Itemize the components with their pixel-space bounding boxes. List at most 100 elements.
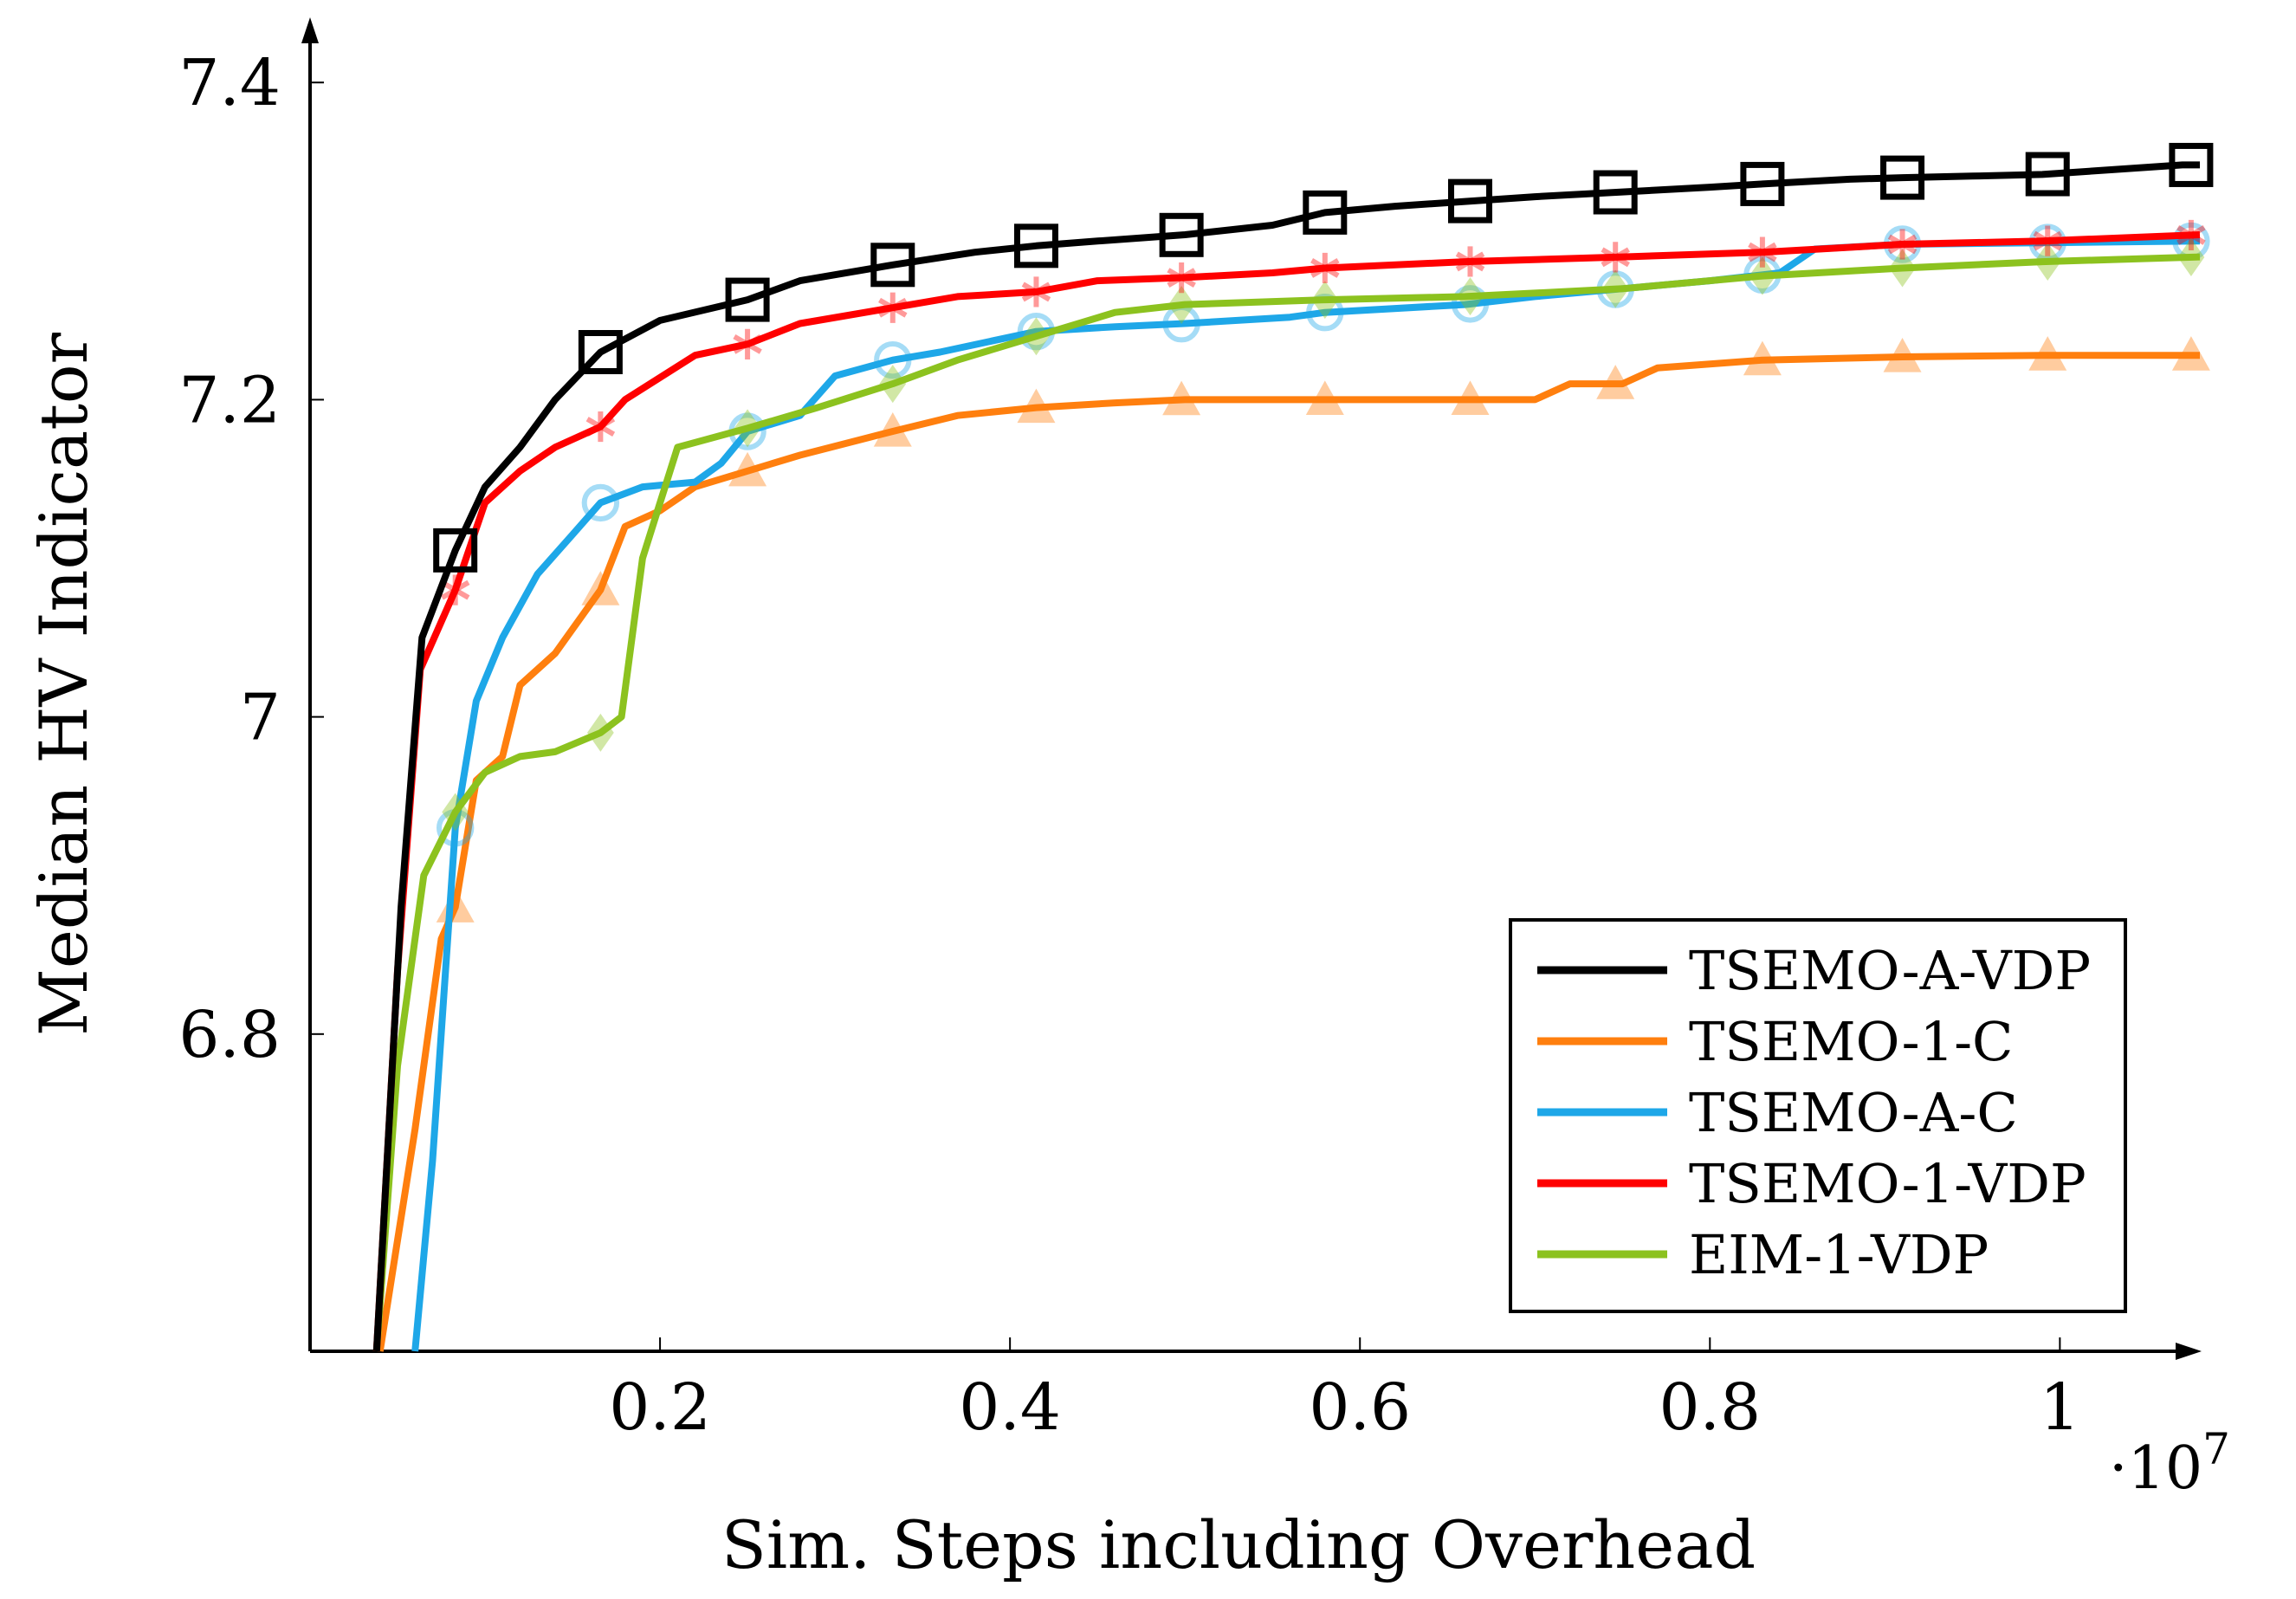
- marker-tsemo-1-vdp-stroke: [1455, 251, 1485, 272]
- marker-tsemo-1-c: [2028, 336, 2067, 371]
- marker-eim-1-vdp: [1457, 277, 1484, 316]
- marker-tsemo-a-vdp: [725, 277, 770, 322]
- legend-label: TSEMO-A-VDP: [1689, 939, 2091, 1002]
- marker-eim-1-vdp: [1167, 286, 1195, 325]
- marker-tsemo-1-vdp: [1310, 252, 1340, 284]
- marker-tsemo-a-vdp: [870, 243, 915, 288]
- marker-tsemo-1-vdp-stroke: [2033, 230, 2062, 251]
- marker-tsemo-a-vdp: [1593, 170, 1638, 215]
- marker-tsemo-a-vdp: [1448, 178, 1493, 223]
- marker-tsemo-1-vdp: [1601, 242, 1630, 273]
- marker-tsemo-a-c: [874, 340, 912, 379]
- marker-tsemo-1-vdp-stroke: [2176, 225, 2206, 245]
- marker-tsemo-1-vdp-stroke: [1455, 251, 1485, 272]
- marker-eim-1-vdp: [734, 409, 761, 448]
- x-exponent-label: ·107: [2109, 1424, 2230, 1503]
- marker-tsemo-a-vdp: [1880, 155, 1925, 200]
- y-axis-arrow: [301, 17, 319, 43]
- marker-eim-1-vdp: [879, 365, 907, 404]
- x-tick-label: 0.2: [609, 1370, 711, 1445]
- marker-eim-1-vdp: [2034, 242, 2061, 281]
- marker-tsemo-1-vdp-stroke: [440, 579, 470, 600]
- y-tick-label: 7: [240, 681, 281, 755]
- marker-tsemo-1-vdp-stroke: [2033, 230, 2062, 251]
- x-tick-label: 0.4: [959, 1370, 1061, 1445]
- series-line-tsemo-1-vdp: [372, 231, 2201, 1352]
- y-tick-label: 6.8: [178, 998, 281, 1072]
- x-axis-arrow: [2176, 1343, 2202, 1360]
- marker-tsemo-1-c: [1596, 365, 1635, 399]
- marker-tsemo-1-vdp-stroke: [1021, 282, 1051, 302]
- marker-tsemo-1-vdp-stroke: [1601, 247, 1630, 268]
- legend-label: EIM-1-VDP: [1689, 1223, 1989, 1286]
- marker-tsemo-1-c: [581, 571, 620, 605]
- marker-tsemo-a-vdp: [1013, 223, 1058, 269]
- marker-tsemo-a-c: [1451, 285, 1490, 323]
- x-tick-label: 1: [2040, 1370, 2080, 1445]
- series-line-tsemo-1-c: [376, 352, 2200, 1352]
- marker-tsemo-1-vdp: [1455, 246, 1485, 277]
- marker-eim-1-vdp: [1311, 281, 1339, 320]
- legend-label: TSEMO-1-C: [1689, 1010, 2013, 1073]
- legend: TSEMO-A-VDP TSEMO-1-C TSEMO-A-C TSEMO-1-VDP…: [1509, 918, 2127, 1313]
- marker-tsemo-a-vdp: [1303, 190, 1348, 235]
- marker-tsemo-1-vdp-stroke: [1748, 242, 1777, 262]
- marker-tsemo-1-c: [1162, 380, 1201, 416]
- marker-eim-1-vdp: [586, 713, 614, 752]
- marker-tsemo-1-vdp-stroke: [878, 297, 908, 318]
- marker-tsemo-1-c: [436, 888, 475, 922]
- marker-tsemo-1-vdp-stroke: [1167, 268, 1196, 288]
- marker-tsemo-a-c: [581, 483, 620, 522]
- marker-tsemo-1-vdp: [1021, 276, 1051, 308]
- marker-eim-1-vdp: [1889, 249, 1916, 288]
- marker-eim-1-vdp: [1023, 317, 1050, 356]
- marker-tsemo-1-vdp: [585, 411, 616, 443]
- marker-tsemo-1-vdp-stroke: [733, 333, 762, 354]
- marker-tsemo-1-vdp-stroke: [1310, 258, 1340, 278]
- legend-label: TSEMO-1-VDP: [1689, 1152, 2086, 1215]
- marker-tsemo-1-vdp-stroke: [1167, 268, 1196, 288]
- marker-tsemo-1-vdp-stroke: [1601, 247, 1630, 268]
- x-tick-label: 0.6: [1309, 1370, 1411, 1445]
- marker-tsemo-1-vdp-stroke: [1021, 282, 1051, 302]
- marker-tsemo-1-c: [1743, 340, 1782, 376]
- marker-tsemo-a-vdp: [2169, 142, 2214, 187]
- marker-tsemo-1-vdp: [878, 292, 908, 323]
- marker-tsemo-1-vdp: [1748, 236, 1777, 268]
- marker-tsemo-a-vdp: [1159, 212, 1204, 257]
- marker-tsemo-1-vdp-stroke: [1748, 242, 1777, 262]
- marker-tsemo-a-vdp: [578, 330, 623, 374]
- marker-tsemo-1-c: [1017, 388, 1056, 424]
- y-tick-label: 7.4: [178, 46, 281, 120]
- axes: [301, 17, 2202, 1360]
- x-exponent-base: ·10: [2109, 1434, 2202, 1503]
- marker-tsemo-a-vdp: [433, 528, 478, 573]
- y-axis-label: Median HV Indicator: [25, 332, 102, 1036]
- marker-tsemo-1-c: [1305, 380, 1344, 416]
- marker-tsemo-1-vdp-stroke: [878, 297, 908, 318]
- series-markers: [433, 142, 2214, 573]
- x-exponent-power: 7: [2202, 1424, 2230, 1474]
- marker-tsemo-1-vdp-stroke: [585, 417, 616, 437]
- marker-eim-1-vdp: [442, 793, 469, 832]
- marker-tsemo-1-vdp-stroke: [2176, 225, 2206, 245]
- plot-area: [372, 161, 2210, 1352]
- marker-tsemo-a-vdp: [1740, 161, 1785, 206]
- marker-tsemo-1-c: [1883, 337, 1922, 372]
- x-tick-label: 0.8: [1659, 1370, 1761, 1445]
- marker-tsemo-1-vdp: [2033, 225, 2062, 256]
- marker-tsemo-1-c: [728, 451, 767, 487]
- marker-tsemo-1-c: [873, 412, 912, 447]
- marker-tsemo-1-vdp-stroke: [1887, 234, 1918, 255]
- marker-tsemo-1-vdp-stroke: [733, 333, 762, 354]
- legend-label: TSEMO-A-C: [1689, 1081, 2018, 1144]
- y-tick-label: 7.2: [178, 363, 281, 437]
- marker-tsemo-1-c: [1451, 380, 1490, 416]
- x-axis-label: Sim. Steps including Overhead: [721, 1506, 1756, 1583]
- marker-tsemo-1-vdp-stroke: [440, 579, 470, 600]
- marker-tsemo-a-vdp: [2025, 152, 2070, 197]
- marker-tsemo-1-vdp: [1887, 229, 1918, 260]
- series-line-eim-1-vdp: [372, 253, 2201, 1352]
- marker-tsemo-a-c: [1306, 294, 1344, 332]
